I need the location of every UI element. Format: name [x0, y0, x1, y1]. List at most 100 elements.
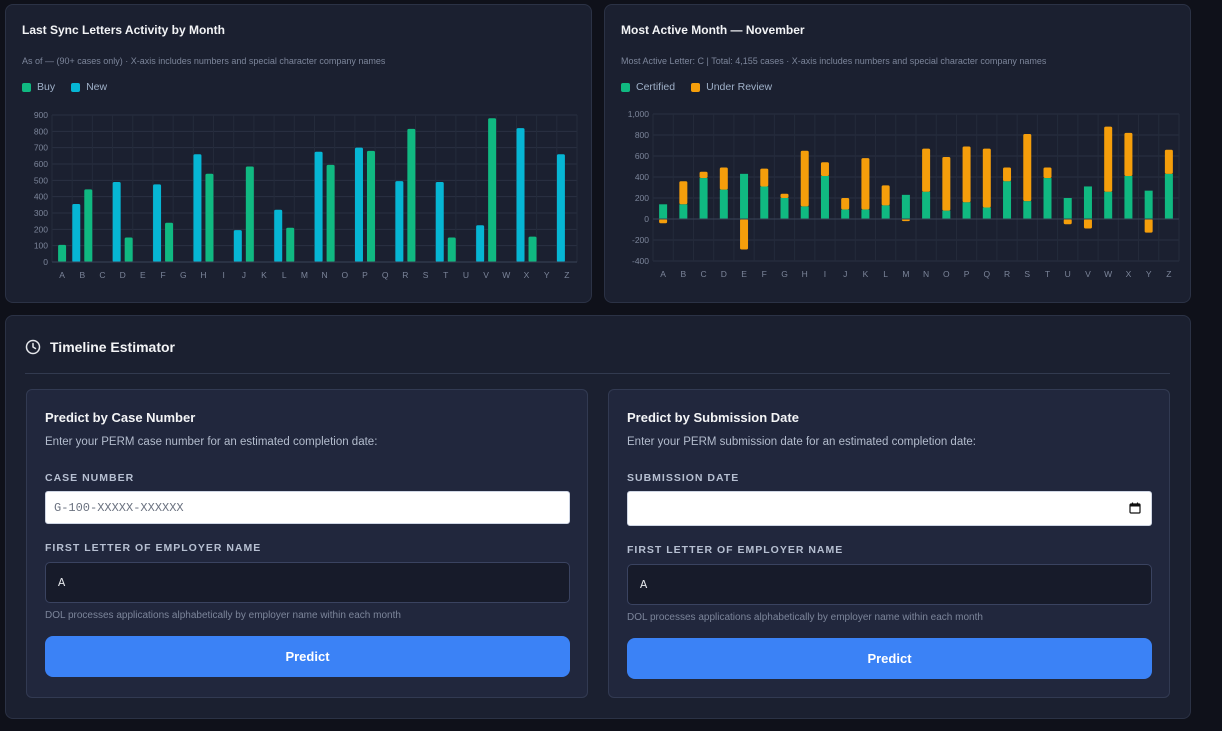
bar-certified — [1104, 191, 1113, 219]
panel-title: Predict by Case Number — [45, 410, 196, 425]
legend-item-new[interactable]: New — [71, 81, 107, 93]
bar-under-review — [800, 150, 809, 207]
x-tick-label: I — [824, 269, 826, 279]
submission-date-input[interactable] — [627, 491, 1152, 526]
x-tick-label: P — [964, 269, 970, 279]
x-tick-label: Z — [1166, 269, 1171, 279]
predict-by-case-panel: Predict by Case Number Enter your PERM c… — [26, 389, 588, 698]
x-tick-label: Q — [983, 269, 990, 279]
x-tick-label: K — [261, 270, 267, 280]
most-active-month-chart: 1,000 800 600 400 200 0 -200 -400 A B C D E F G H I J K L M N… — [628, 109, 1180, 279]
x-tick-label: D — [721, 269, 727, 279]
bar-certified — [740, 173, 749, 219]
bar-certified — [1023, 201, 1032, 219]
x-tick-label: H — [802, 269, 808, 279]
hint-text: DOL processes applications alphabeticall… — [45, 610, 401, 621]
bar-under-review — [1164, 149, 1173, 174]
most-active-month-chart-card: 1,000 800 600 400 200 0 -200 -400 A B C D E F G H I J K L M N… — [604, 4, 1191, 303]
y-tick-label: 400 — [635, 172, 649, 182]
y-tick-label: 0 — [43, 257, 48, 267]
bar-certified — [1144, 190, 1153, 219]
estimator-title: Timeline Estimator — [50, 339, 176, 355]
y-tick-label: 200 — [635, 193, 649, 203]
bar-under-review — [901, 219, 910, 222]
bar-certified — [942, 210, 951, 219]
calendar-icon[interactable] — [1129, 502, 1141, 514]
bar-certified — [760, 186, 769, 219]
bar-new — [354, 147, 363, 262]
bar-certified — [962, 202, 971, 219]
x-tick-label: E — [741, 269, 747, 279]
letters-activity-chart-card: 0 100 200 300 400 500 600 700 800 900 A B C D E F G H I J K L… — [5, 4, 592, 303]
bar-certified — [1003, 181, 1012, 219]
legend-item-under-review[interactable]: Under Review — [691, 81, 772, 93]
x-tick-label: D — [120, 270, 126, 280]
bar-under-review — [719, 167, 728, 190]
bar-new — [274, 209, 283, 262]
bar-under-review — [1063, 219, 1072, 225]
bar-under-review — [659, 219, 668, 224]
x-tick-label: W — [502, 270, 510, 280]
x-tick-label: A — [59, 270, 65, 280]
bar-buy — [84, 189, 93, 262]
bar-certified — [699, 178, 708, 219]
bar-under-review — [841, 198, 850, 210]
x-tick-label: T — [1045, 269, 1050, 279]
bar-certified — [901, 194, 910, 219]
bar-under-review — [1104, 126, 1113, 192]
legend-swatch — [22, 82, 31, 92]
bar-buy — [58, 244, 67, 262]
timeline-estimator: Timeline Estimator Predict by Case Numbe… — [5, 315, 1191, 719]
bar-buy — [165, 222, 174, 262]
x-tick-label: U — [1065, 269, 1071, 279]
bar-certified — [982, 207, 991, 219]
x-tick-label: Z — [564, 270, 569, 280]
bar-certified — [780, 198, 789, 219]
y-tick-label: 200 — [34, 224, 48, 234]
x-tick-label: M — [301, 270, 308, 280]
y-tick-label: 300 — [34, 208, 48, 218]
bar-buy — [447, 237, 456, 262]
x-tick-label: J — [843, 269, 847, 279]
legend-swatch — [691, 82, 701, 92]
x-tick-label: H — [200, 270, 206, 280]
bar-under-review — [881, 185, 890, 206]
bar-buy — [366, 150, 375, 262]
bar-buy — [326, 164, 335, 262]
hint-text: DOL processes applications alphabeticall… — [627, 612, 983, 623]
legend-label: Certified — [636, 81, 676, 93]
legend-label: New — [86, 81, 108, 93]
bar-under-review — [740, 219, 749, 250]
employer-letter-input[interactable] — [627, 564, 1152, 605]
x-tick-label: R — [1004, 269, 1010, 279]
bar-certified — [841, 209, 850, 219]
legend-item-buy[interactable]: Buy — [22, 81, 55, 93]
letters-activity-chart: 0 100 200 300 400 500 600 700 800 900 A B C D E F G H I J K L… — [34, 110, 578, 280]
y-tick-label: 600 — [635, 151, 649, 161]
bar-under-review — [1003, 167, 1012, 182]
predict-by-date-panel: Predict by Submission Date Enter your PE… — [608, 389, 1170, 698]
bar-under-review — [982, 148, 991, 208]
bar-under-review — [1083, 219, 1092, 229]
y-tick-label: -400 — [632, 256, 649, 266]
predict-button[interactable]: Predict — [45, 636, 570, 677]
y-tick-label: 800 — [34, 126, 48, 136]
bar-under-review — [760, 168, 769, 187]
legend-item-certified[interactable]: Certified — [621, 81, 675, 93]
x-tick-label: F — [762, 269, 767, 279]
x-tick-label: B — [681, 269, 687, 279]
y-tick-label: 800 — [635, 130, 649, 140]
employer-letter-input[interactable] — [45, 562, 570, 603]
case-number-input[interactable] — [45, 491, 570, 524]
employer-letter-label: FIRST LETTER OF EMPLOYER NAME — [45, 542, 262, 554]
estimator-header: Timeline Estimator — [25, 338, 1170, 374]
predict-button[interactable]: Predict — [627, 638, 1152, 679]
x-tick-label: S — [1024, 269, 1030, 279]
employer-letter-label: FIRST LETTER OF EMPLOYER NAME — [627, 544, 844, 556]
bar-certified — [800, 206, 809, 219]
x-tick-label: G — [180, 270, 187, 280]
bar-under-review — [1124, 132, 1133, 176]
legend-label: Buy — [37, 81, 56, 93]
bar-buy — [286, 227, 295, 262]
x-tick-label: G — [781, 269, 788, 279]
